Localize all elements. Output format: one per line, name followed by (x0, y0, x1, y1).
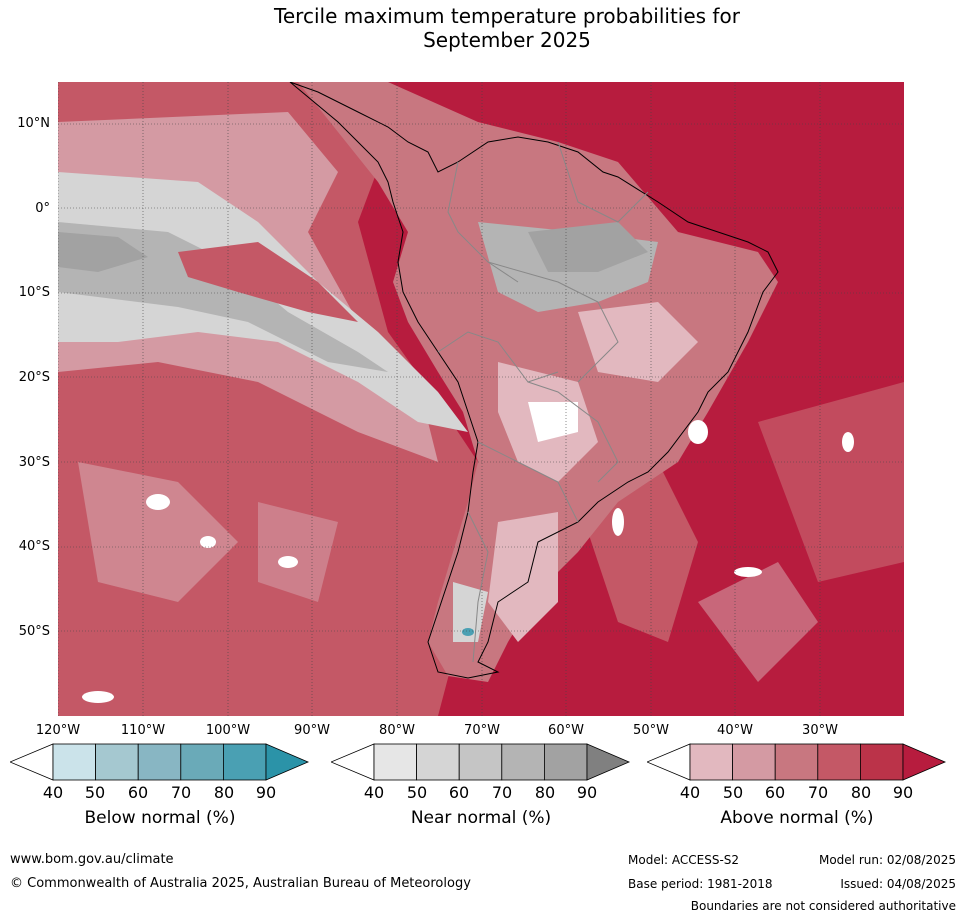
lon-label: 120°W (35, 723, 81, 738)
lon-label: 110°W (120, 723, 166, 738)
lat-label: 50°S (18, 624, 50, 639)
cbar-tick: 50 (406, 783, 428, 802)
lon-label: 60°W (548, 723, 584, 738)
lat-label: 10°N (17, 116, 50, 131)
website-link[interactable]: www.bom.gov.au/climate (10, 852, 174, 867)
cbar-tick: 40 (679, 783, 701, 802)
colorbar-segment (817, 743, 861, 781)
probability-map (58, 82, 904, 716)
lat-label: 40°S (18, 539, 50, 554)
colorbar-below-normal (8, 742, 310, 786)
colorbar-segment (95, 743, 139, 781)
cbar-tick: 50 (722, 783, 744, 802)
colorbar-left-arrow (645, 743, 691, 781)
cbar-tick: 60 (127, 783, 149, 802)
colorbar-segment (180, 743, 224, 781)
colorbar-title-near: Near normal (%) (410, 808, 552, 828)
cbar-tick: 80 (534, 783, 556, 802)
issued-date: Issued: 04/08/2025 (840, 877, 956, 891)
lon-label: 70°W (464, 723, 500, 738)
colorbar-right-arrow (902, 743, 947, 781)
colorbar-segment (137, 743, 182, 781)
base-period: Base period: 1981-2018 (628, 877, 773, 891)
colorbar-segment (859, 743, 904, 781)
lon-label: 80°W (379, 723, 415, 738)
colorbar-segment (774, 743, 819, 781)
colorbar-segment (373, 743, 417, 781)
model-name: Model: ACCESS-S2 (628, 853, 740, 867)
colorbar-segment (501, 743, 545, 781)
colorbar-title-above: Above normal (%) (720, 808, 874, 828)
colorbar-segment (52, 743, 96, 781)
cbar-tick: 70 (807, 783, 829, 802)
map-canvas (58, 82, 904, 716)
chart-title: Tercile maximum temperature probabilitie… (0, 4, 965, 52)
colorbar-near-svg (329, 743, 631, 781)
lat-label: 10°S (18, 285, 50, 300)
title-line-2: September 2025 (423, 28, 591, 52)
colorbar-below-svg (8, 743, 310, 781)
cbar-tick: 50 (84, 783, 106, 802)
colorbar-left-arrow (329, 743, 375, 781)
cbar-tick: 80 (213, 783, 235, 802)
colorbar-right-arrow (265, 743, 310, 781)
copyright-text: © Commonwealth of Australia 2025, Austra… (10, 876, 471, 891)
colorbar-segment (222, 743, 267, 781)
model-run: Model run: 02/08/2025 (818, 853, 956, 867)
colorbar-title-below: Below normal (%) (84, 808, 236, 828)
boundaries-disclaimer: Boundaries are not considered authoritat… (690, 899, 956, 913)
cbar-tick: 80 (850, 783, 872, 802)
cbar-tick: 90 (255, 783, 277, 802)
lon-label: 100°W (205, 723, 251, 738)
colorbar-segment (458, 743, 503, 781)
lon-label: 50°W (633, 723, 669, 738)
colorbar-segment (416, 743, 460, 781)
colorbar-segment (543, 743, 588, 781)
cbar-tick: 60 (764, 783, 786, 802)
colorbar-segment (732, 743, 776, 781)
colorbar-above-svg (645, 743, 947, 781)
lon-label: 40°W (717, 723, 753, 738)
lat-label: 30°S (18, 455, 50, 470)
cbar-tick: 70 (170, 783, 192, 802)
cbar-tick: 40 (42, 783, 64, 802)
cbar-tick: 60 (448, 783, 470, 802)
lat-label: 0° (35, 201, 50, 216)
colorbar-left-arrow (8, 743, 54, 781)
cbar-tick: 70 (491, 783, 513, 802)
title-line-1: Tercile maximum temperature probabilitie… (274, 4, 740, 28)
lat-label: 20°S (18, 370, 50, 385)
colorbar-right-arrow (586, 743, 631, 781)
colorbar-segment (689, 743, 733, 781)
colorbar-near-normal (329, 742, 631, 786)
cbar-tick: 40 (363, 783, 385, 802)
cbar-tick: 90 (892, 783, 914, 802)
colorbar-above-normal (645, 742, 947, 786)
lon-label: 30°W (802, 723, 838, 738)
cbar-tick: 90 (576, 783, 598, 802)
lon-label: 90°W (294, 723, 330, 738)
